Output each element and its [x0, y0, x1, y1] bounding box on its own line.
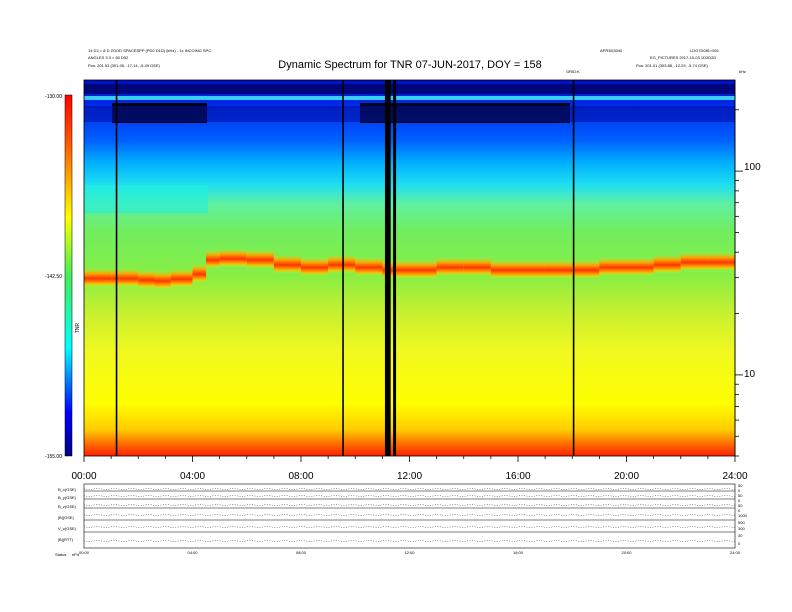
- info-right-3: Pos: 201.01 (303.88, -12.29, -5.74 GSE): [636, 63, 708, 68]
- panel-right-tick-6: 1000: [738, 513, 748, 518]
- info-right-2: EG_PICTURES 2017-10-03 1D2D2D: [650, 55, 716, 60]
- band-segment: [680, 252, 708, 271]
- x-tick-label-6: 24:00: [722, 471, 747, 482]
- panel-label-bx: B_x(GSE): [58, 487, 77, 492]
- x-tick-label-3: 12:00: [397, 471, 422, 482]
- x-tick-label-2: 08:00: [288, 471, 313, 482]
- colorbar: [64, 94, 73, 457]
- panel-right-tick-10: 0: [738, 541, 741, 546]
- field-panels: [83, 483, 736, 549]
- colorbar-tick-bottom: -155.00: [45, 454, 62, 460]
- band-segment: [626, 257, 654, 276]
- x-axis: [83, 456, 736, 462]
- panel-right-tick-3: 0: [738, 498, 741, 503]
- panel-right-tick-7: 500: [738, 520, 745, 525]
- band-segment: [572, 260, 600, 279]
- bright-band-group: [84, 248, 735, 290]
- panel-right-tick-5: 0: [738, 508, 741, 513]
- panel-label-brtt: |B|(RTT): [58, 537, 74, 542]
- panel-x-tick-4: 16:00: [513, 550, 524, 555]
- top-cyan-stripe: [84, 96, 735, 100]
- colorbar-label: TNR: [75, 322, 81, 333]
- band-segment: [653, 255, 681, 274]
- panel-x-tick-3: 12:00: [404, 550, 415, 555]
- corner-unit: kHz: [739, 69, 746, 74]
- footer-status-label: Status: [55, 552, 66, 557]
- band-segment: [599, 257, 627, 276]
- field-panels-frame: [83, 483, 736, 549]
- spectrogram: [83, 79, 736, 457]
- panel-right-tick-1: 0: [738, 488, 741, 493]
- top-dark-row-4: [84, 106, 735, 122]
- band-segment: [206, 250, 220, 269]
- info-left-2: ANGLES 3.3 = 50 D52: [88, 55, 129, 60]
- band-segment: [355, 257, 383, 276]
- band-segment: [111, 268, 120, 287]
- band-segment: [119, 268, 139, 287]
- panel-x-tick-2: 08:00: [296, 550, 307, 555]
- field-trace: [83, 488, 736, 490]
- band-segment: [84, 268, 112, 287]
- panel-right-tick-4: 50: [738, 503, 743, 508]
- top-dark-row-1: [84, 84, 735, 94]
- field-trace: [83, 526, 736, 528]
- band-segment: [463, 257, 491, 276]
- band-segment: [545, 260, 573, 279]
- panel-right-tick-9: 30: [738, 533, 743, 538]
- field-trace: [83, 514, 736, 516]
- info-right-a: APR3D3040: [600, 48, 623, 53]
- band-segment: [154, 271, 171, 290]
- x-tick-label-4: 16:00: [505, 471, 530, 482]
- band-segment: [518, 260, 546, 279]
- band-segment: [409, 260, 437, 279]
- band-segment: [246, 250, 274, 269]
- colorbar-tick-top: -130.00: [45, 94, 62, 100]
- chart-title: Dynamic Spectrum for TNR 07-JUN-2017, DO…: [278, 59, 541, 71]
- panel-right-tick-2: 50: [738, 493, 743, 498]
- panel-right-tick-8: 300: [738, 526, 745, 531]
- panel-label-bz: B_z(GSE): [58, 504, 77, 509]
- y-axis-right: [734, 80, 743, 457]
- band-segment: [301, 257, 329, 276]
- panel-label-b: |B|(GSE): [58, 515, 75, 520]
- band-segment: [273, 255, 301, 274]
- field-trace: [83, 504, 736, 506]
- band-segment: [219, 248, 247, 267]
- early-cyan-region: [84, 185, 208, 213]
- marker-label: GRID:K: [566, 69, 580, 74]
- colorbar-tick-mid: -142.50: [45, 274, 62, 280]
- data-gap-group: [115, 80, 575, 456]
- band-segment: [707, 252, 735, 271]
- field-trace: [83, 495, 736, 497]
- info-left-1: 14 D2 = 8 D ZGOD SPACESPP (PD0 D1D) (kHz…: [88, 48, 211, 53]
- y-tick-label-10: 10: [744, 369, 756, 380]
- band-segment: [436, 257, 464, 276]
- panel-label-vx: V_x(GSE): [58, 526, 77, 531]
- band-segment: [490, 260, 518, 279]
- info-right-b: LDG7D081=501: [690, 48, 720, 53]
- band-segment: [328, 255, 356, 274]
- y-tick-label-100: 100: [744, 162, 761, 173]
- band-segment: [138, 270, 155, 289]
- x-tick-label-5: 20:00: [614, 471, 639, 482]
- x-tick-label-1: 04:00: [180, 471, 205, 482]
- panel-right-tick-0: 50: [738, 483, 743, 488]
- field-trace: [83, 540, 736, 542]
- panel-x-tick-5: 20:00: [621, 550, 632, 555]
- band-segment: [170, 269, 193, 288]
- footer-status-value: ePd: [72, 552, 79, 557]
- x-tick-label-0: 00:00: [71, 471, 96, 482]
- panel-label-by: B_y(GSE): [58, 495, 77, 500]
- panel-x-tick-0: 00:00: [79, 550, 90, 555]
- band-segment: [192, 264, 207, 283]
- info-left-3: Pos: 201.93 (301.05, -17.14, -5.49 GSE): [88, 63, 160, 68]
- panel-x-tick-6: 24:00: [730, 550, 741, 555]
- panel-x-tick-1: 04:00: [187, 550, 198, 555]
